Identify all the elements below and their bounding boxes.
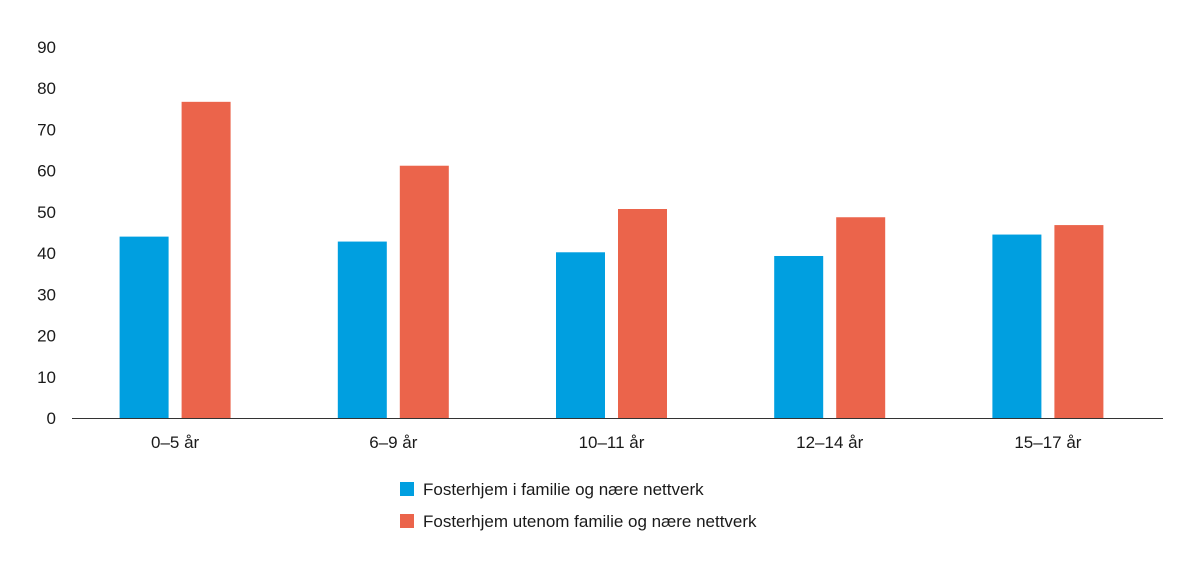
y-tick-label: 50 (37, 203, 56, 222)
x-tick-label: 12–14 år (796, 433, 863, 452)
legend-label-2: Fosterhjem utenom familie og nære nettve… (423, 512, 757, 531)
x-tick-label: 10–11 år (579, 433, 645, 452)
y-tick-label: 70 (37, 120, 56, 139)
x-axis-tick-labels: 0–5 år 6–9 år 10–11 år 12–14 år 15–17 år (151, 433, 1082, 452)
bar-series-2-3 (618, 209, 667, 418)
bar-series-2-1 (181, 101, 231, 418)
bar-series-2-2 (399, 165, 449, 418)
bars (119, 101, 1104, 418)
y-tick-label: 30 (37, 285, 56, 304)
legend-swatch-1 (400, 482, 414, 496)
x-tick-label: 15–17 år (1014, 433, 1081, 452)
x-tick-label: 6–9 år (369, 433, 418, 452)
bar-series-2-4 (836, 217, 886, 418)
bar-series-1-5 (992, 234, 1042, 418)
y-axis-tick-labels: 0 10 20 30 40 50 60 70 80 90 (37, 38, 56, 428)
bar-series-2-5 (1054, 225, 1104, 418)
legend: Fosterhjem i familie og nære nettverk Fos… (400, 480, 757, 531)
legend-swatch-2 (400, 514, 414, 528)
y-tick-label: 0 (47, 409, 56, 428)
legend-label-1: Fosterhjem i familie og nære nettverk (423, 480, 704, 499)
bar-series-1-3 (556, 252, 605, 418)
y-tick-label: 10 (37, 368, 56, 387)
y-tick-label: 90 (37, 38, 56, 57)
bar-series-1-2 (337, 241, 387, 418)
bar-series-1-4 (774, 255, 824, 418)
x-tick-label: 0–5 år (151, 433, 200, 452)
y-tick-label: 40 (37, 244, 56, 263)
y-tick-label: 80 (37, 79, 56, 98)
y-tick-label: 20 (37, 327, 56, 346)
y-tick-label: 60 (37, 162, 56, 181)
bar-series-1-1 (119, 236, 169, 418)
